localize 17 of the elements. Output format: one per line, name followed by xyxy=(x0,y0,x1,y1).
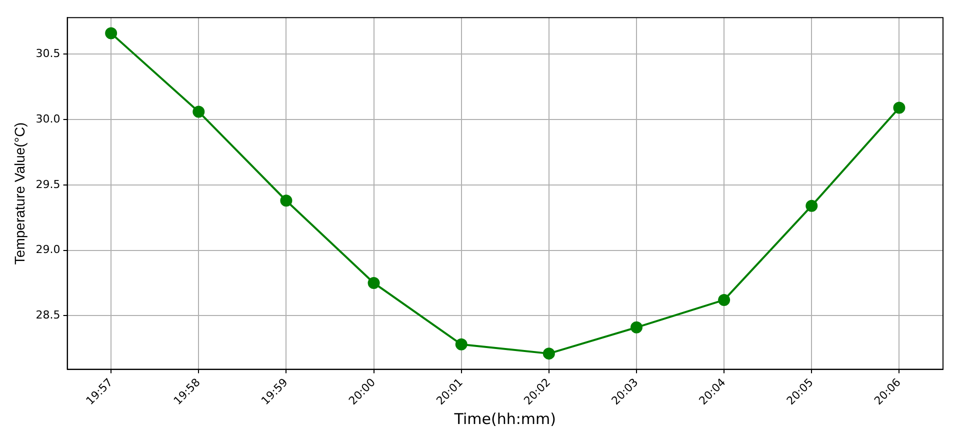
point xyxy=(542,348,555,360)
y-tick-label: 30.5 xyxy=(36,47,60,60)
point xyxy=(806,200,818,212)
point xyxy=(280,194,292,207)
x-axis-title: Time(hh:mm) xyxy=(453,410,556,428)
point xyxy=(192,106,205,118)
point xyxy=(893,102,906,114)
point xyxy=(105,27,118,40)
point xyxy=(455,338,468,350)
y-tick-label: 29.5 xyxy=(36,178,60,191)
y-tick-label: 29.0 xyxy=(36,243,60,256)
point xyxy=(368,276,380,289)
point xyxy=(630,321,643,334)
y-tick-label: 30.0 xyxy=(36,112,60,126)
point xyxy=(718,294,730,306)
y-axis-title: Temperature Value(°C) xyxy=(11,122,28,265)
y-tick-label: 28.5 xyxy=(36,308,60,322)
